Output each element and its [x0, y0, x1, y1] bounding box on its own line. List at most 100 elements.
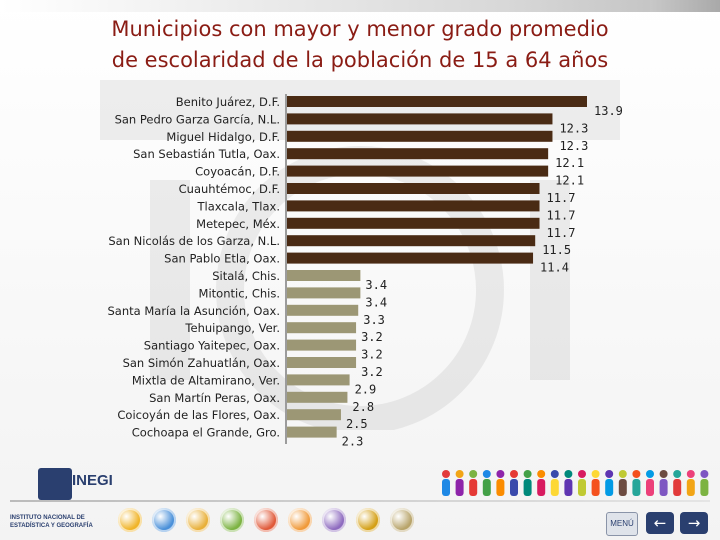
arrow-right-icon[interactable]: →	[680, 512, 708, 534]
category-label-18: San Martín Peras, Oax.	[149, 391, 280, 405]
person-figure-icon	[646, 470, 654, 496]
category-label-12: Mitontic, Chis.	[199, 286, 280, 300]
bar-16	[287, 357, 357, 368]
category-label-16: San Simón Zahuatlán, Oax.	[123, 356, 280, 370]
bar-4	[287, 148, 549, 160]
bar-6	[287, 183, 540, 194]
topic-icon-1[interactable]	[118, 508, 142, 532]
category-label-2: San Pedro Garza García, N.L.	[115, 112, 280, 126]
category-label-9: San Nicolás de los Garza, N.L.	[108, 234, 280, 248]
people-row-decoration	[442, 470, 709, 496]
category-label-7: Tlaxcala, Tlax.	[196, 199, 280, 213]
title-line-1: Municipios con mayor y menor grado prome…	[111, 17, 609, 41]
bar-9	[287, 235, 536, 247]
value-label-3: 12.3	[559, 139, 588, 153]
category-label-3: Miguel Hidalgo, D.F.	[166, 130, 280, 144]
person-figure-icon	[632, 470, 641, 496]
bar-7	[287, 200, 540, 212]
value-label-20: 2.3	[342, 435, 364, 449]
person-figure-icon	[455, 470, 464, 496]
person-figure-icon	[496, 470, 505, 496]
category-label-13: Santa María la Asunción, Oax.	[108, 304, 281, 318]
inegi-mark-icon	[38, 468, 72, 500]
value-label-5: 12.1	[555, 174, 584, 188]
person-figure-icon	[591, 470, 600, 496]
value-label-8: 11.7	[547, 226, 576, 240]
bar-13	[287, 304, 359, 316]
value-label-11: 3.4	[365, 278, 387, 292]
logo-name: INEGI	[72, 472, 113, 489]
person-figure-icon	[537, 470, 546, 496]
education-bar-chart: Benito Juárez, D.F. 13.9 San Pedro Garza G…	[108, 94, 623, 449]
category-label-17: Mixtla de Altamirano, Ver.	[132, 373, 280, 387]
topic-icon-5[interactable]	[254, 508, 278, 532]
value-label-19: 2.5	[346, 417, 368, 431]
person-figure-icon	[469, 470, 478, 496]
category-label-6: Cuauhtémoc, D.F.	[179, 182, 280, 196]
bar-1	[287, 96, 587, 107]
person-figure-icon	[564, 470, 573, 496]
topic-icon-4[interactable]	[220, 508, 244, 532]
footer-divider	[10, 500, 710, 502]
bar-14	[287, 322, 357, 334]
person-figure-icon	[700, 470, 709, 496]
category-label-11: Sitalá, Chis.	[212, 269, 280, 283]
person-figure-icon	[605, 470, 614, 496]
category-label-8: Metepec, Méx.	[196, 217, 280, 231]
menu-button[interactable]: MENÚ	[606, 512, 638, 536]
value-label-6: 11.7	[547, 191, 576, 205]
topic-icon-2[interactable]	[152, 508, 176, 532]
top-bar	[0, 0, 720, 12]
value-label-15: 3.2	[361, 348, 383, 362]
arrow-left-icon[interactable]: ←	[646, 512, 674, 534]
topic-icon-6[interactable]	[288, 508, 312, 532]
person-figure-icon	[482, 470, 491, 496]
category-label-20: Cochoapa el Grande, Gro.	[132, 426, 280, 440]
value-label-14: 3.2	[361, 330, 383, 344]
category-label-15: Santiago Yaitepec, Oax.	[144, 339, 280, 353]
person-figure-icon	[673, 470, 682, 496]
person-figure-icon	[618, 470, 627, 496]
value-label-13: 3.3	[363, 313, 385, 327]
person-figure-icon	[659, 470, 668, 496]
value-label-4: 12.1	[555, 156, 584, 170]
bar-3	[287, 130, 553, 142]
person-figure-icon	[510, 470, 518, 496]
bar-10	[287, 252, 534, 264]
value-label-2: 12.3	[559, 121, 588, 135]
inegi-logo: INEGI INSTITUTO NACIONAL DE ESTADÍSTICA …	[10, 466, 120, 536]
category-label-19: Coicoyán de las Flores, Oax.	[117, 408, 280, 422]
value-label-10: 11.4	[540, 261, 569, 275]
bar-20	[287, 426, 337, 438]
topic-icon-3[interactable]	[186, 508, 210, 532]
topic-icon-9[interactable]	[390, 508, 414, 532]
category-label-14: Tehuipango, Ver.	[184, 321, 280, 335]
value-label-12: 3.4	[365, 295, 387, 309]
value-label-1: 13.9	[594, 104, 623, 118]
bar-8	[287, 217, 540, 229]
person-figure-icon	[442, 470, 450, 496]
topic-icon-7[interactable]	[322, 508, 346, 532]
value-label-16: 3.2	[361, 365, 383, 379]
value-label-9: 11.5	[542, 243, 571, 257]
category-label-1: Benito Juárez, D.F.	[176, 95, 280, 109]
person-figure-icon	[523, 470, 532, 496]
bar-2	[287, 113, 553, 125]
top-bar-tab	[650, 0, 720, 12]
value-label-18: 2.8	[352, 400, 374, 414]
category-label-4: San Sebastián Tutla, Oax.	[133, 147, 280, 161]
category-label-10: San Pablo Etla, Oax.	[164, 252, 280, 266]
slide-title: Municipios con mayor y menor grado prome…	[40, 14, 680, 76]
bar-11	[287, 270, 361, 281]
bar-12	[287, 287, 361, 299]
topic-icon-8[interactable]	[356, 508, 380, 532]
bar-17	[287, 374, 350, 386]
person-figure-icon	[550, 470, 559, 496]
value-label-17: 2.9	[355, 382, 377, 396]
bar-19	[287, 409, 341, 421]
bar-18	[287, 391, 348, 403]
bar-5	[287, 165, 549, 177]
title-line-2: de escolaridad de la población de 15 a 6…	[111, 48, 609, 72]
bar-15	[287, 339, 357, 351]
category-label-5: Coyoacán, D.F.	[195, 165, 280, 179]
